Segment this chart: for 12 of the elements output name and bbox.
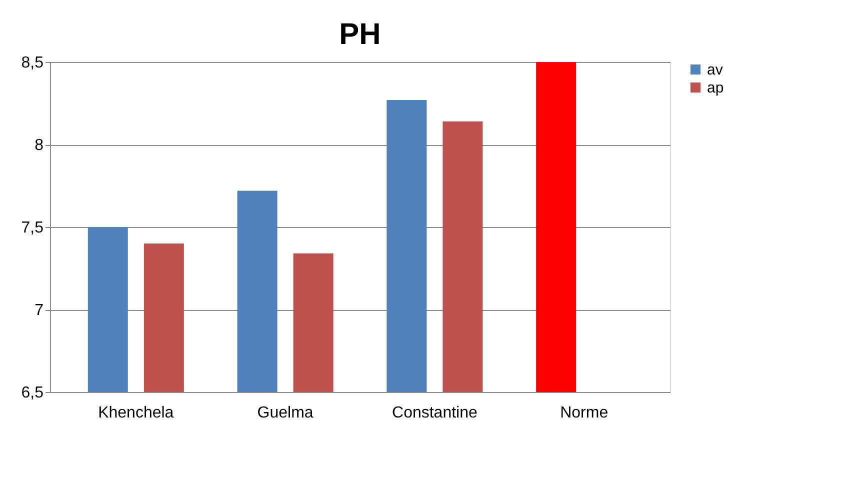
x-tick-label: Norme: [560, 404, 608, 422]
y-tick-label: 7,5: [21, 220, 44, 236]
y-tick-label: 6,5: [21, 384, 44, 402]
legend-label: ap: [707, 80, 724, 96]
chart-title: PH: [339, 18, 381, 51]
x-tick-label: Guelma: [257, 404, 314, 422]
legend-label: av: [707, 62, 724, 78]
x-tick-label: Khenchela: [98, 404, 174, 422]
y-tick-label: 8: [34, 137, 44, 154]
y-tick-label: 8,5: [21, 54, 44, 72]
y-tick-label: 7: [34, 302, 44, 319]
x-tick-label: Constantine: [392, 404, 478, 422]
